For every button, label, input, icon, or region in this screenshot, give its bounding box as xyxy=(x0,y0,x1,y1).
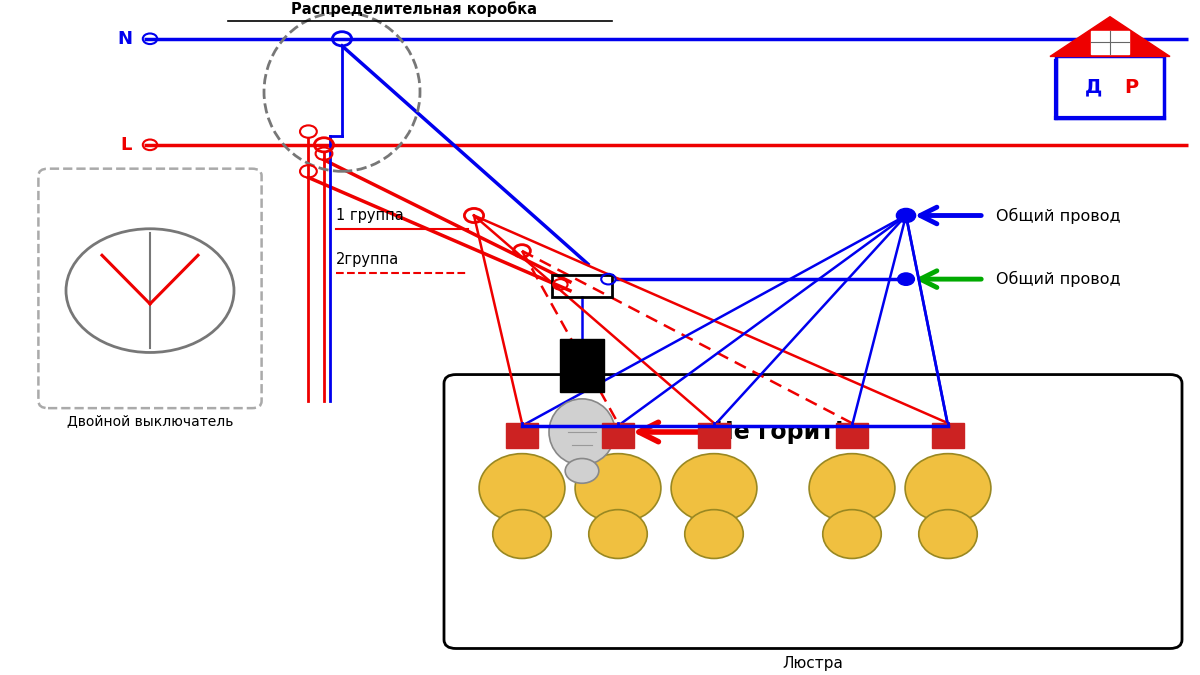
Bar xyxy=(932,423,964,448)
Text: Не горит!: Не горит! xyxy=(714,420,845,444)
Text: Распределительная коробка: Распределительная коробка xyxy=(290,1,538,17)
Ellipse shape xyxy=(671,454,757,522)
Bar xyxy=(836,423,868,448)
Ellipse shape xyxy=(479,454,565,522)
Text: Двойной выключатель: Двойной выключатель xyxy=(67,414,233,429)
Ellipse shape xyxy=(565,458,599,483)
Bar xyxy=(698,423,730,448)
Ellipse shape xyxy=(550,399,616,465)
Ellipse shape xyxy=(823,510,881,558)
Bar xyxy=(552,275,612,297)
Polygon shape xyxy=(1050,17,1170,57)
Text: N: N xyxy=(118,30,132,48)
Bar xyxy=(1056,57,1164,118)
Ellipse shape xyxy=(905,454,991,522)
Circle shape xyxy=(896,209,916,223)
Text: L: L xyxy=(121,136,132,154)
Ellipse shape xyxy=(589,510,647,558)
Text: 1 группа: 1 группа xyxy=(336,208,403,223)
Circle shape xyxy=(898,273,914,286)
Text: Р: Р xyxy=(1124,78,1139,97)
Text: Д: Д xyxy=(1085,78,1102,97)
Bar xyxy=(506,423,538,448)
Ellipse shape xyxy=(809,454,895,522)
Text: 2группа: 2группа xyxy=(336,252,400,267)
Bar xyxy=(602,423,634,448)
Text: Люстра: Люстра xyxy=(782,655,844,670)
Bar xyxy=(1091,31,1129,54)
Text: Общий провод: Общий провод xyxy=(996,207,1121,223)
Ellipse shape xyxy=(575,454,661,522)
Ellipse shape xyxy=(493,510,551,558)
Ellipse shape xyxy=(919,510,977,558)
Ellipse shape xyxy=(685,510,743,558)
Bar xyxy=(560,340,604,392)
Text: Общий провод: Общий провод xyxy=(996,271,1121,287)
